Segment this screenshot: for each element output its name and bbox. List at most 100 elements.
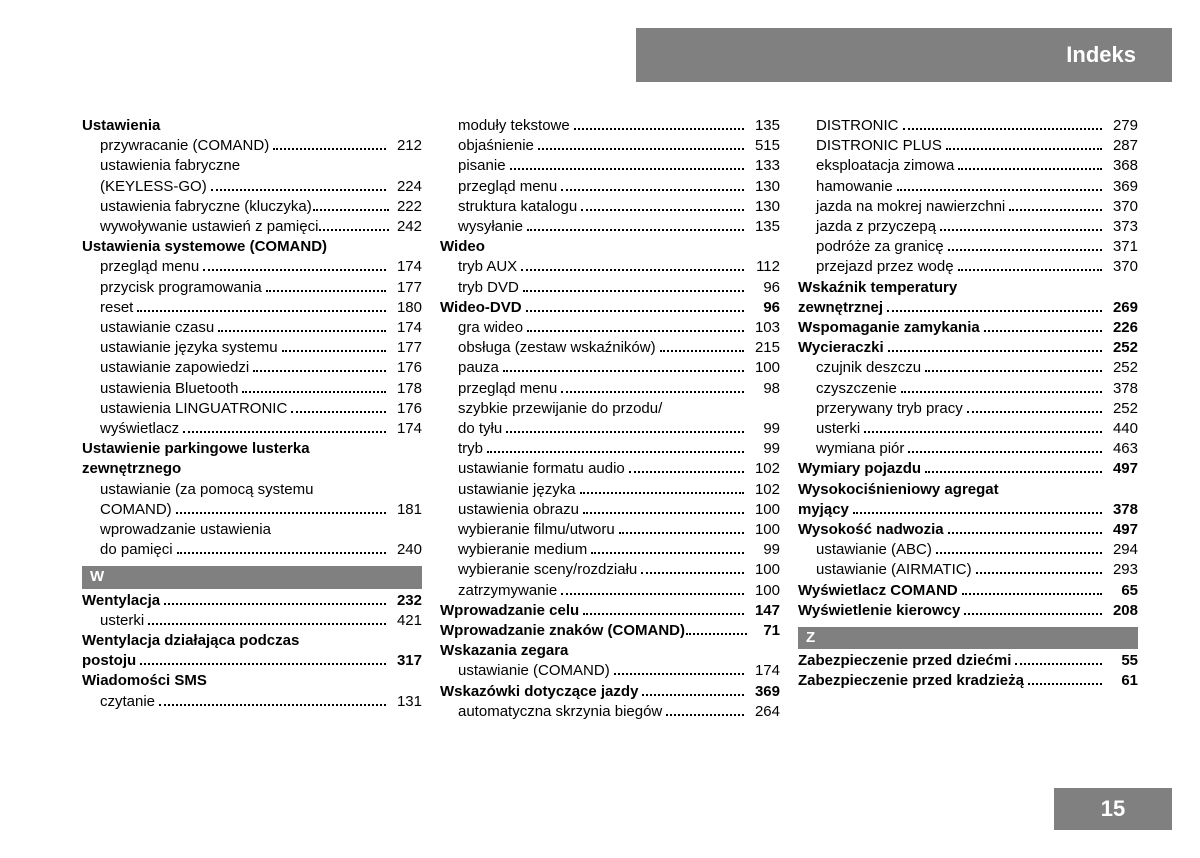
entry-label: Wideo-DVD — [440, 298, 522, 318]
index-entry: ustawienia obrazu 100 — [440, 500, 780, 520]
entry-label: Wspomaganie zamykania — [798, 318, 980, 338]
entry-page: 317 — [390, 651, 422, 671]
entry-page: 440 — [1106, 419, 1138, 439]
index-entry-bold: Wentylacja232 — [82, 591, 422, 611]
leader-dots — [183, 420, 386, 434]
leader-dots — [266, 278, 386, 292]
index-sub-line: ustawianie (za pomocą systemu — [82, 480, 422, 500]
index-heading: Wskazania zegara — [440, 641, 780, 661]
entry-page: 368 — [1106, 156, 1138, 176]
entry-label: ustawianie (ABC) — [816, 540, 932, 560]
entry-label: wysyłanie — [458, 217, 523, 237]
entry-label: ustawianie formatu audio — [458, 459, 625, 479]
column-3: DISTRONIC279DISTRONIC PLUS287eksploatacj… — [798, 116, 1138, 722]
index-entry: moduły tekstowe135 — [440, 116, 780, 136]
entry-page: 99 — [748, 419, 780, 439]
entry-page: 65 — [1106, 581, 1138, 601]
entry-label: przegląd menu — [100, 257, 199, 277]
index-entry: czujnik deszczu252 — [798, 358, 1138, 378]
leader-dots — [614, 662, 744, 676]
entry-page: 252 — [1106, 338, 1138, 358]
leader-dots — [888, 339, 1102, 353]
entry-label: DISTRONIC — [816, 116, 899, 136]
entry-page: 103 — [748, 318, 780, 338]
entry-page: 112 — [748, 257, 780, 277]
entry-page: 61 — [1106, 671, 1138, 691]
entry-label: ustawianie czasu — [100, 318, 214, 338]
leader-dots — [526, 298, 744, 312]
entry-label: czujnik deszczu — [816, 358, 921, 378]
index-entry: usterki440 — [798, 419, 1138, 439]
index-entry: wybieranie medium99 — [440, 540, 780, 560]
entry-label: wymiana piór — [816, 439, 904, 459]
leader-dots — [527, 319, 744, 333]
entry-label: ustawienia fabryczne (kluczyka) — [100, 197, 312, 217]
entry-page: 174 — [748, 661, 780, 681]
leader-dots — [641, 561, 744, 575]
leader-dots — [503, 359, 744, 373]
entry-label: wybieranie sceny/rozdziału — [458, 560, 637, 580]
leader-dots — [583, 500, 744, 514]
entry-label: postoju — [82, 651, 136, 671]
index-entry: podróże za granicę371 — [798, 237, 1138, 257]
index-entry-bold: zewnętrznej269 — [798, 298, 1138, 318]
entry-page: 240 — [390, 540, 422, 560]
index-entry: usterki421 — [82, 611, 422, 631]
leader-dots — [583, 601, 744, 615]
entry-label: reset — [100, 298, 133, 318]
entry-page: 279 — [1106, 116, 1138, 136]
leader-dots — [176, 500, 386, 514]
entry-label: podróże za granicę — [816, 237, 944, 257]
index-entry: przywracanie (COMAND)212 — [82, 136, 422, 156]
entry-page: 71 — [748, 621, 780, 641]
index-entry: przegląd menu 174 — [82, 257, 422, 277]
entry-page: 174 — [390, 257, 422, 277]
leader-dots — [148, 611, 386, 625]
leader-dots — [897, 177, 1102, 191]
entry-label: ustawianie zapowiedzi — [100, 358, 249, 378]
index-entry: ustawianie języka102 — [440, 480, 780, 500]
entry-page: 222 — [390, 197, 422, 217]
entry-page: 177 — [390, 338, 422, 358]
entry-page: 180 — [390, 298, 422, 318]
entry-page: 96 — [748, 278, 780, 298]
entry-label: DISTRONIC PLUS — [816, 136, 942, 156]
index-entry: hamowanie369 — [798, 177, 1138, 197]
leader-dots — [925, 460, 1102, 474]
entry-page: 102 — [748, 459, 780, 479]
entry-label: ustawienia obrazu — [458, 500, 579, 520]
leader-dots — [887, 298, 1102, 312]
entry-label: Wymiary pojazdu — [798, 459, 921, 479]
entry-page: 100 — [748, 520, 780, 540]
entry-page: 215 — [748, 338, 780, 358]
index-entry: przegląd menu98 — [440, 379, 780, 399]
leader-dots — [203, 258, 386, 272]
leader-dots — [291, 399, 386, 413]
index-entry: struktura katalogu130 — [440, 197, 780, 217]
index-sub-line: wprowadzanie ustawienia — [82, 520, 422, 540]
index-heading: Wysokociśnieniowy agregat — [798, 480, 1138, 500]
index-entry-bold: Wyświetlacz COMAND65 — [798, 581, 1138, 601]
leader-dots — [962, 581, 1102, 595]
leader-dots — [487, 440, 744, 454]
entry-label: wyświetlacz — [100, 419, 179, 439]
index-entry-bold: postoju 317 — [82, 651, 422, 671]
index-entry: ustawienia Bluetooth178 — [82, 379, 422, 399]
index-entry: reset 180 — [82, 298, 422, 318]
leader-dots — [211, 177, 386, 191]
index-entry: objaśnienie515 — [440, 136, 780, 156]
index-entry-bold: Wspomaganie zamykania226 — [798, 318, 1138, 338]
entry-page: 177 — [390, 278, 422, 298]
entry-page: 100 — [748, 500, 780, 520]
leader-dots — [936, 541, 1102, 555]
entry-label: pisanie — [458, 156, 506, 176]
entry-page: 96 — [748, 298, 780, 318]
index-heading: Wiadomości SMS — [82, 671, 422, 691]
index-entry-bold: Wyświetlenie kierowcy208 — [798, 601, 1138, 621]
index-entry: tryb99 — [440, 439, 780, 459]
entry-page: 100 — [748, 358, 780, 378]
entry-label: przerywany tryb pracy — [816, 399, 963, 419]
entry-label: Wycieraczki — [798, 338, 884, 358]
leader-dots — [908, 440, 1102, 454]
entry-page: 421 — [390, 611, 422, 631]
